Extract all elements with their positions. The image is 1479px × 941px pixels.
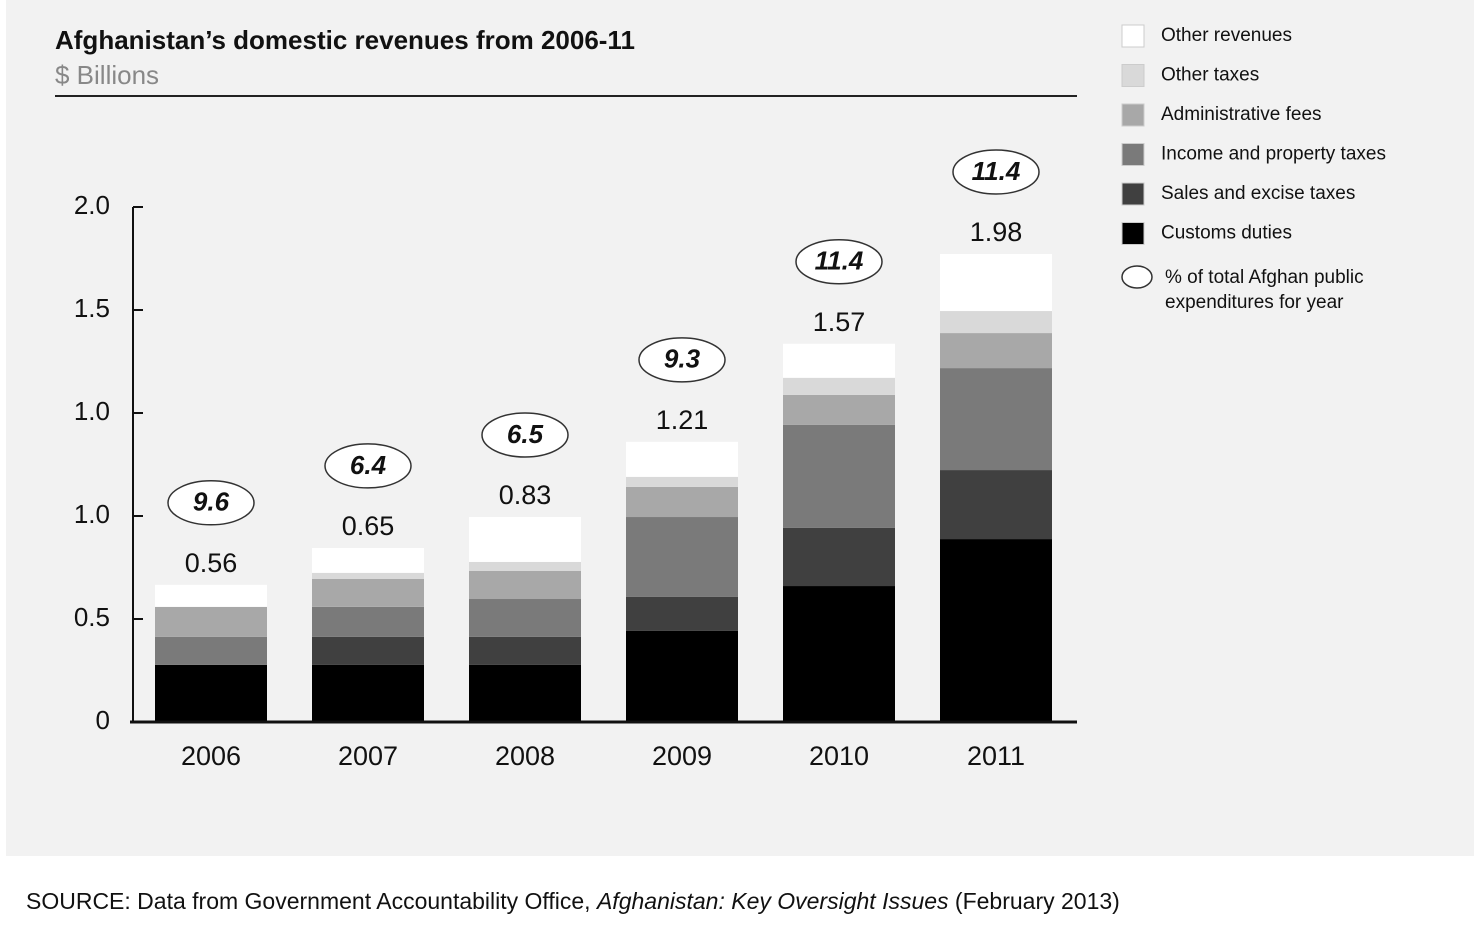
legend-swatch [1121,103,1145,127]
bar-segment [469,636,581,665]
bar-segment [940,253,1052,312]
legend-label: Sales and excise taxes [1161,183,1355,204]
source-title: Afghanistan: Key Oversight Issues [596,888,949,914]
pct-label: 6.5 [507,419,544,449]
y-tick-label: 1.0 [74,396,110,426]
legend-swatch [1121,143,1145,166]
bar-segment [469,517,581,562]
bar-segment [940,368,1052,471]
pct-ellipse [795,239,883,285]
total-label: 0.65 [342,511,395,541]
x-tick-label: 2010 [809,741,869,771]
pct-label: 11.4 [815,246,864,276]
total-label: 0.56 [185,548,238,578]
bar-segment [940,470,1052,540]
pct-label: 6.4 [350,450,387,480]
legend-ellipse [1121,265,1153,289]
pct-ellipse [481,412,569,458]
bar-segment [312,664,424,722]
x-tick-label: 2011 [967,741,1025,771]
bar-segment [626,486,738,518]
bar-segment [940,539,1052,722]
bar-segment [312,578,424,607]
legend-swatch [1121,64,1145,87]
x-tick-label: 2006 [181,741,241,771]
bar-segment [626,441,738,477]
y-tick-label: 2.0 [74,190,110,220]
chart-title: Afghanistan’s domestic revenues from 200… [55,25,635,55]
chart-subtitle: $ Billions [55,60,159,90]
x-tick-label: 2007 [338,741,398,771]
bar-segment [469,571,581,600]
legend-swatch [1121,222,1145,245]
bar-segment [155,636,267,665]
pct-label: 9.3 [664,344,701,374]
source-text: SOURCE: Data from Government Accountabil… [26,888,597,914]
bar-segment [783,424,895,528]
bar-segment [626,517,738,597]
y-tick-label: 1.5 [74,293,110,323]
bar-segment [312,606,424,637]
total-label: 1.57 [813,307,866,337]
legend-swatch [1121,182,1145,206]
bar-segment [469,561,581,572]
bar-segment [155,584,267,607]
pct-ellipse [952,149,1040,195]
bar-segment [469,664,581,722]
bar-segment [626,596,738,631]
bar-segment [312,572,424,579]
bar-segment [783,343,895,378]
legend-swatch [1121,24,1145,48]
pct-ellipse [638,337,726,383]
legend-label: Income and property taxes [1161,144,1386,165]
bar-segment [940,311,1052,334]
pct-ellipse [167,480,255,526]
bar-segment [155,664,267,722]
total-label: 0.83 [499,480,552,510]
legend-label: % of total Afghan public expenditures fo… [1165,267,1364,313]
y-tick-label: 0 [96,705,110,735]
x-tick-label: 2009 [652,741,712,771]
pct-label: 9.6 [193,487,230,517]
panel [6,0,1474,856]
bar-segment [312,636,424,665]
total-label: 1.21 [656,405,709,435]
bar-segment [469,599,581,637]
bar-segment [940,333,1052,369]
pct-ellipse [324,443,412,489]
legend-label: Administrative fees [1161,104,1322,125]
total-label: 1.98 [970,217,1023,247]
legend-label: Other taxes [1161,65,1259,86]
y-tick-label: 0.5 [74,602,110,632]
legend-label: Customs duties [1161,223,1292,244]
bar-segment [783,527,895,587]
bar-segment [783,394,895,425]
pct-label: 11.4 [972,156,1021,186]
source-text: (February 2013) [948,888,1120,914]
bar-segment [783,586,895,722]
source: SOURCE: Data from Government Accountabil… [26,888,1120,915]
bar-segment [155,606,267,637]
bar-segment [312,547,424,573]
bar-segment [783,377,895,395]
bar-segment [626,476,738,487]
legend-label: Other revenues [1161,25,1292,46]
y-tick-label: 1.0 [74,499,110,529]
bar-segment [626,630,738,722]
x-tick-label: 2008 [495,741,555,771]
